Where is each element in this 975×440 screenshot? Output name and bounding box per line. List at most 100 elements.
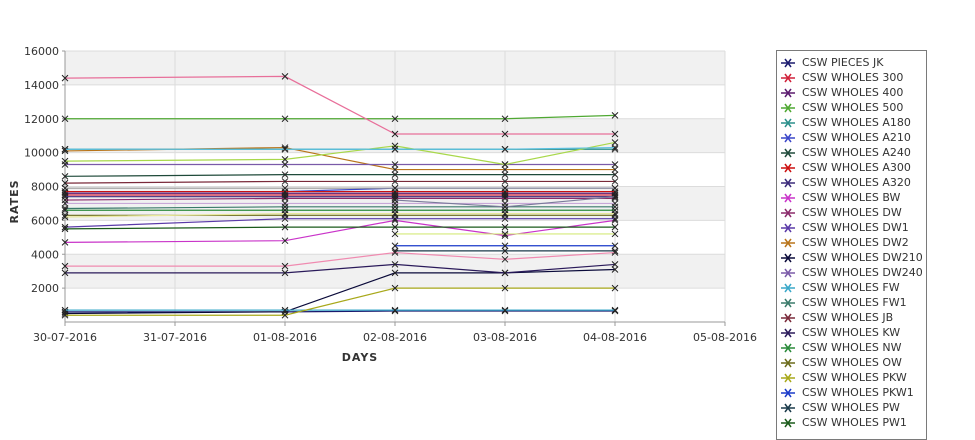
data-point-marker (501, 161, 509, 168)
data-point-marker (391, 166, 399, 173)
data-point-marker (501, 284, 509, 292)
legend-item: CSW WHOLES PW (781, 400, 900, 415)
legend-item: CSW WHOLES DW (781, 205, 902, 220)
data-point-marker (391, 307, 399, 315)
legend-marker-icon (781, 133, 795, 142)
y-tick-label: 6000 (31, 214, 59, 227)
legend-marker-icon (781, 298, 795, 307)
legend-item: CSW WHOLES FW (781, 280, 900, 295)
legend-marker-icon (781, 253, 795, 262)
data-point-marker (61, 206, 69, 214)
data-point-marker (611, 139, 619, 146)
y-tick-label: 10000 (24, 147, 59, 160)
legend-marker-icon (781, 193, 795, 202)
data-point-marker (611, 178, 619, 185)
legend-label: CSW WHOLES A210 (802, 131, 911, 144)
legend-marker-icon (781, 208, 795, 217)
legend-label: CSW WHOLES A180 (802, 116, 911, 129)
data-point-marker (281, 210, 289, 217)
data-point-marker (281, 237, 289, 245)
legend-label: CSW WHOLES NW (802, 341, 902, 354)
legend-item: CSW WHOLES NW (781, 340, 902, 355)
data-point-marker (391, 306, 399, 314)
data-point-marker (501, 166, 509, 173)
data-point-marker (611, 171, 619, 178)
y-tick-label: 2000 (31, 282, 59, 295)
legend-item: CSW WHOLES 400 (781, 85, 903, 100)
data-point-marker (501, 269, 509, 277)
legend-label: CSW WHOLES BW (802, 191, 901, 204)
y-axis-title: RATES (8, 179, 21, 223)
data-point-marker (391, 210, 399, 217)
legend-label: CSW WHOLES 400 (802, 86, 904, 99)
legend-item: CSW WHOLES PKW (781, 370, 907, 385)
data-point-marker (61, 262, 69, 270)
data-point-marker (611, 266, 619, 273)
data-point-marker (61, 184, 69, 192)
data-point-marker (281, 115, 289, 123)
legend-marker-icon (781, 358, 795, 367)
data-point-marker (391, 242, 399, 250)
legend-item: CSW WHOLES DW240 (781, 265, 923, 280)
data-point-marker (611, 166, 619, 173)
data-point-marker (391, 115, 399, 123)
data-point-marker (281, 195, 289, 202)
x-tick-label: 03-08-2016 (473, 331, 537, 344)
legend-item: CSW PIECES JK (781, 55, 883, 70)
legend-marker-icon (781, 418, 795, 427)
legend-label: CSW PIECES JK (802, 56, 884, 69)
data-point-marker (501, 195, 509, 202)
data-point-marker (611, 242, 619, 250)
legend-marker-icon (781, 103, 795, 112)
data-point-marker (501, 255, 509, 263)
legend-marker-icon (781, 343, 795, 352)
legend-item: CSW WHOLES DW1 (781, 220, 909, 235)
data-point-marker (391, 130, 399, 138)
data-point-marker (501, 203, 509, 211)
x-tick-label: 05-08-2016 (693, 331, 757, 344)
data-point-marker (391, 171, 399, 178)
data-point-marker (611, 223, 619, 231)
legend-marker-icon (781, 268, 795, 277)
data-point-marker (61, 172, 69, 180)
legend-item: CSW WHOLES OW (781, 355, 902, 370)
data-point-marker (61, 115, 69, 123)
legend-item: CSW WHOLES FW1 (781, 295, 907, 310)
data-point-marker (501, 210, 509, 217)
legend-marker-icon (781, 118, 795, 127)
legend-item: CSW WHOLES DW210 (781, 250, 923, 265)
legend-marker-icon (781, 223, 795, 232)
data-point-marker (611, 161, 619, 168)
x-tick-label: 02-08-2016 (363, 331, 427, 344)
data-point-marker (611, 306, 619, 314)
data-point-marker (391, 161, 399, 168)
legend-marker-icon (781, 178, 795, 187)
legend-item: CSW WHOLES BW (781, 190, 900, 205)
legend-marker-icon (781, 373, 795, 382)
legend-label: CSW WHOLES PW (802, 401, 900, 414)
data-point-marker (501, 247, 509, 255)
data-point-marker (501, 242, 509, 250)
legend-marker-icon (781, 388, 795, 397)
x-tick-label: 30-07-2016 (33, 331, 97, 344)
data-point-marker (391, 230, 399, 238)
legend-label: CSW WHOLES DW (802, 206, 902, 219)
x-axis-title: DAYS (342, 351, 378, 364)
y-tick-label: 12000 (24, 113, 59, 126)
legend-label: CSW WHOLES A240 (802, 146, 911, 159)
data-point-marker (281, 311, 289, 319)
data-point-marker (501, 184, 509, 192)
legend-marker-icon (781, 313, 795, 322)
data-point-marker (391, 184, 399, 192)
data-point-marker (611, 184, 619, 192)
axes (62, 50, 726, 326)
data-point-marker (611, 193, 619, 201)
legend-marker-icon (781, 328, 795, 337)
data-point-marker (61, 179, 69, 187)
data-point-marker (281, 223, 289, 231)
line-chart: 2000 4000 6000 8000 10000 12000 14000 16000 30-0… (8, 45, 757, 364)
data-point-marker (61, 306, 69, 314)
data-point-marker (61, 145, 69, 153)
data-point-marker (611, 200, 619, 207)
data-point-marker (391, 261, 399, 268)
